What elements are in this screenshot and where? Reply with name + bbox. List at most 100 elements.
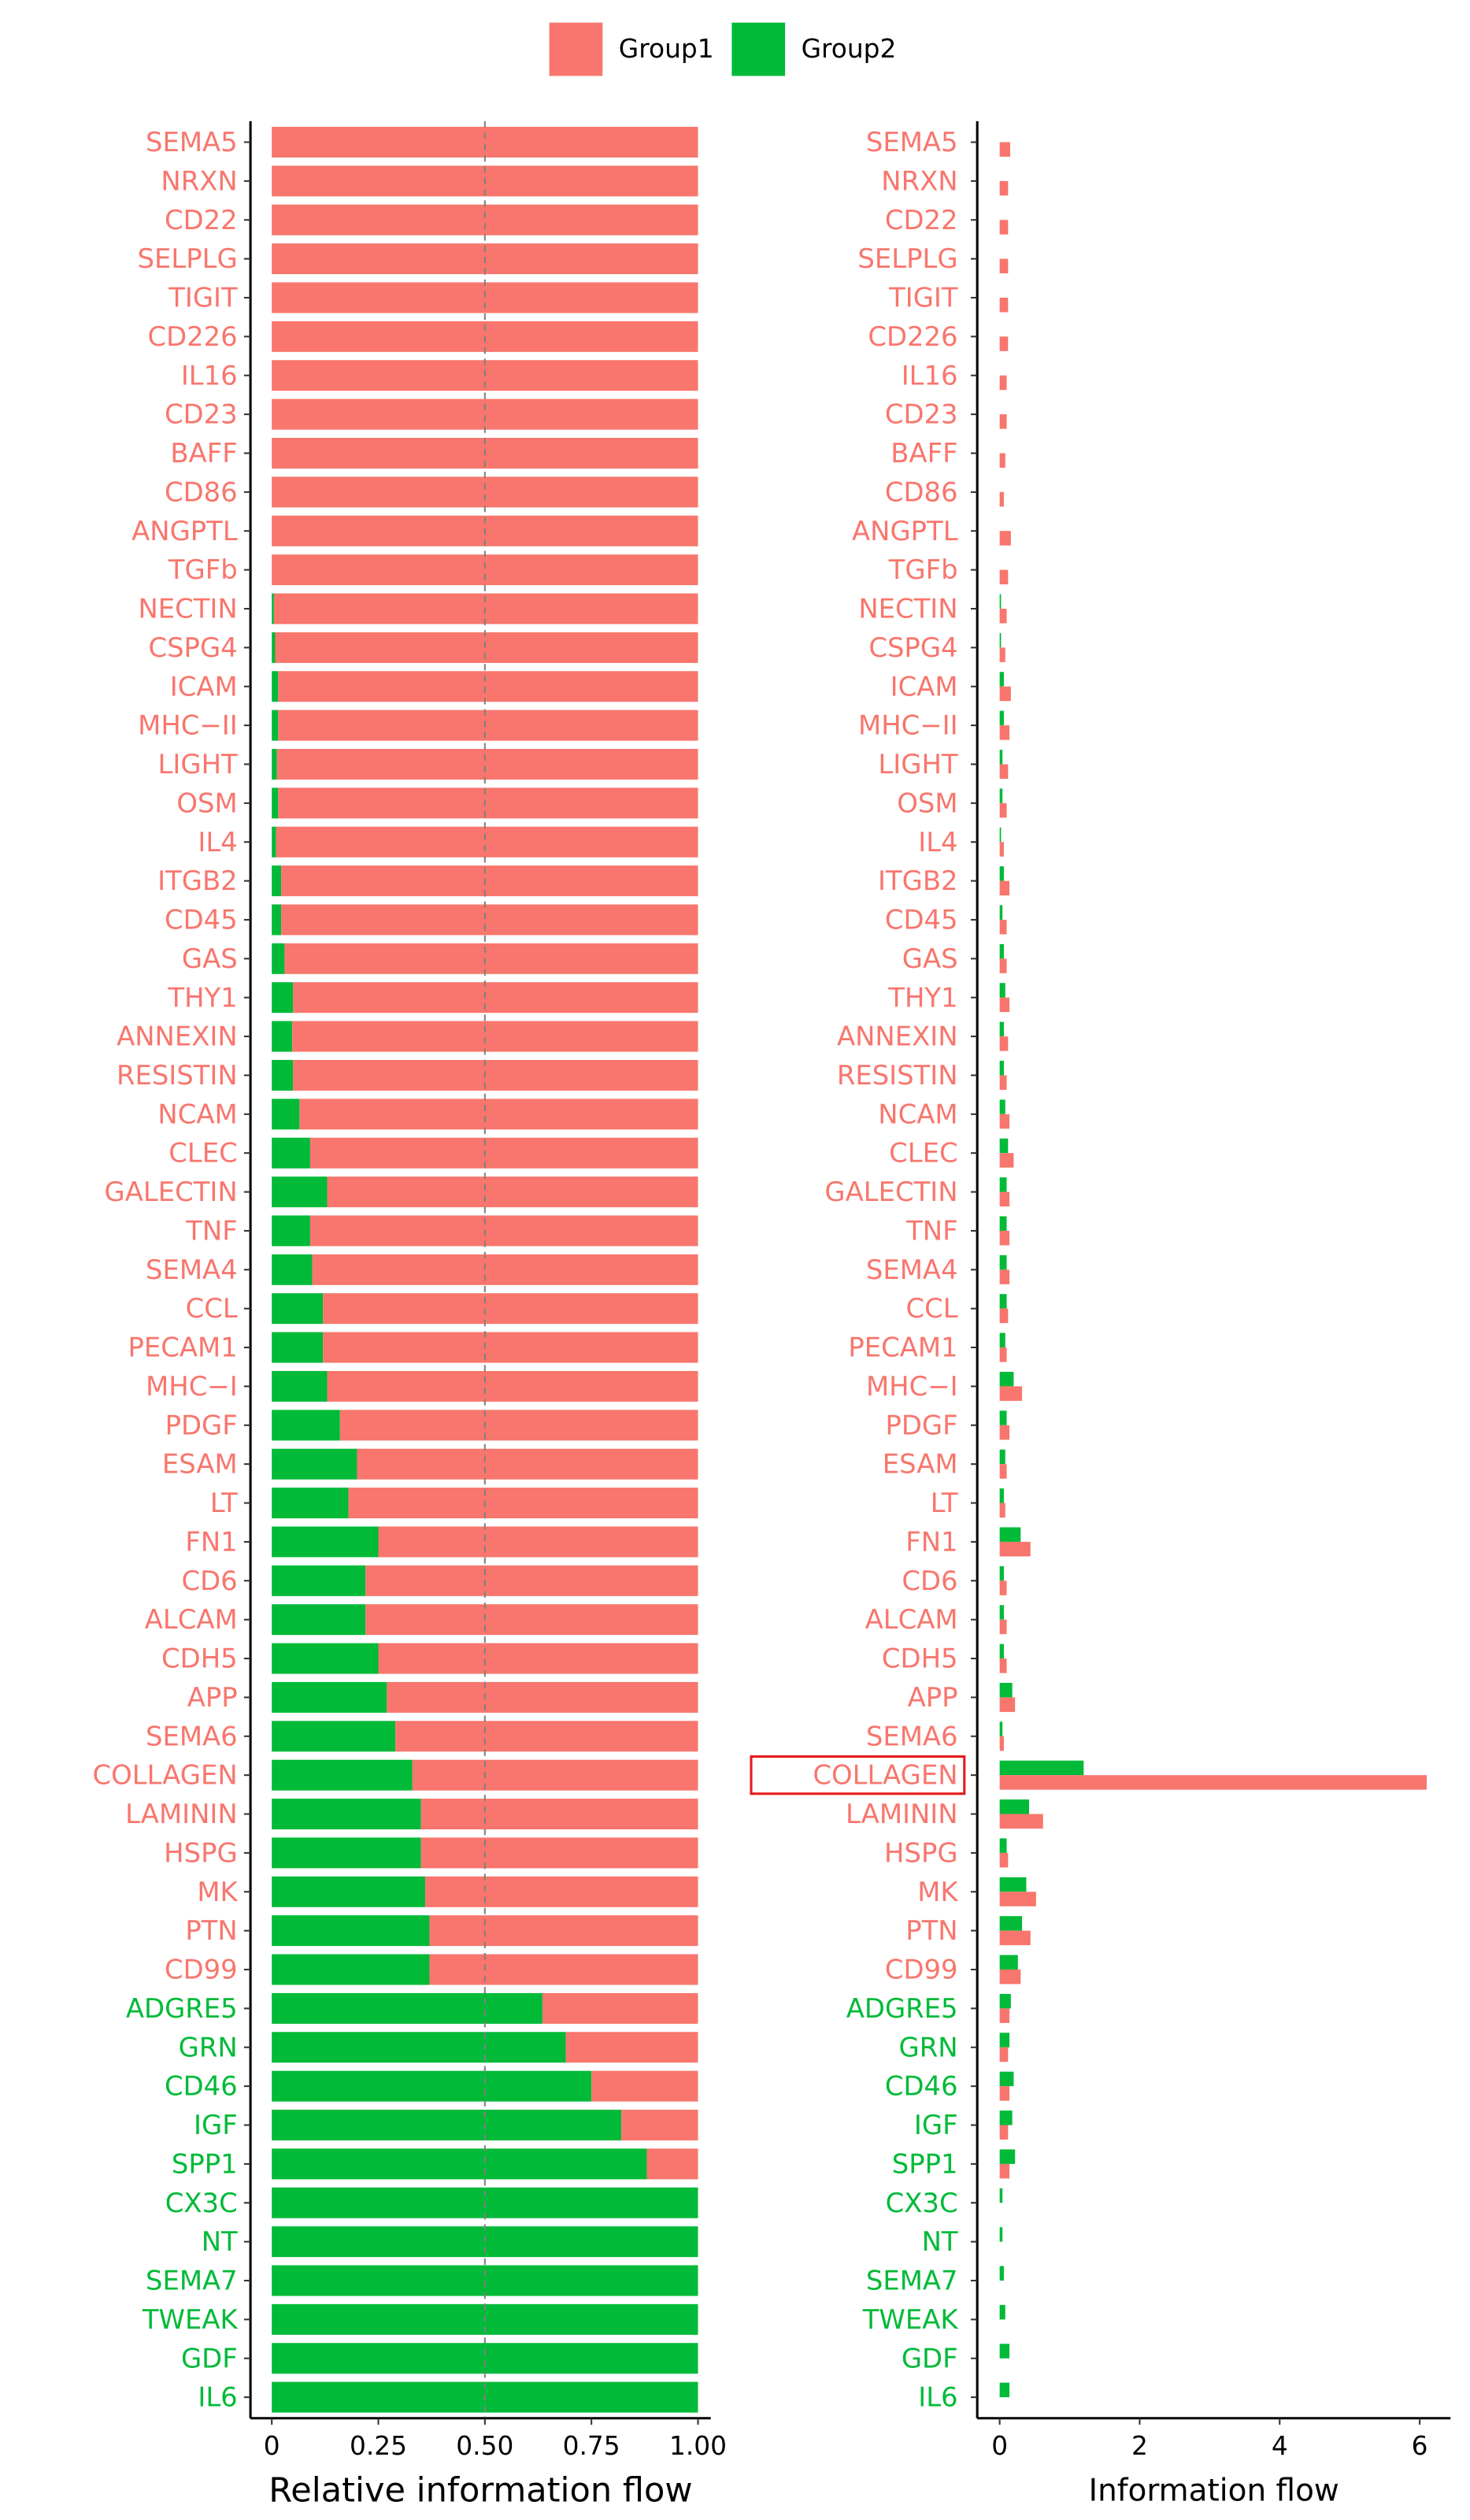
category-label: IL4 bbox=[198, 827, 237, 858]
x-tick-label: 0.25 bbox=[350, 2431, 407, 2461]
bar-segment bbox=[278, 671, 698, 702]
bar-segment bbox=[272, 748, 277, 780]
bar-segment bbox=[272, 1177, 328, 1208]
x-axis-title: Relative information flow bbox=[268, 2471, 692, 2511]
category-label: PTN bbox=[185, 1915, 237, 1946]
category-label: CD22 bbox=[165, 205, 238, 235]
bar bbox=[999, 2149, 1016, 2164]
bar-segment bbox=[272, 2032, 566, 2063]
bar-segment bbox=[378, 1526, 698, 1558]
bar-segment bbox=[272, 1604, 366, 1636]
bar-segment bbox=[272, 2110, 622, 2140]
category-label: TGFb bbox=[168, 554, 238, 585]
bar bbox=[999, 1308, 1009, 1324]
bar bbox=[999, 1566, 1004, 1581]
bar-segment bbox=[275, 632, 698, 663]
bar-segment bbox=[272, 1137, 310, 1169]
category-label: ICAM bbox=[891, 671, 958, 702]
bar-segment bbox=[272, 554, 698, 586]
bar bbox=[999, 1955, 1018, 1970]
bar bbox=[999, 764, 1009, 779]
category-label: MK bbox=[197, 1877, 238, 1907]
bar bbox=[999, 1775, 1427, 1790]
bar-segment bbox=[621, 2110, 698, 2140]
bar bbox=[999, 750, 1003, 765]
bar bbox=[999, 1799, 1029, 1814]
bar bbox=[999, 1488, 1004, 1503]
bar bbox=[999, 1993, 1011, 2009]
bar bbox=[999, 1347, 1007, 1362]
bar-segment bbox=[272, 1370, 328, 1402]
legend-label: Group1 bbox=[619, 34, 714, 64]
bar-segment bbox=[339, 1410, 698, 1441]
bar bbox=[999, 1191, 1010, 1207]
category-label: GRN bbox=[899, 2032, 958, 2062]
bar bbox=[999, 608, 1007, 624]
bar bbox=[999, 2163, 1010, 2179]
bar-segment bbox=[272, 1448, 357, 1480]
bar bbox=[999, 983, 1005, 998]
category-label: TWEAK bbox=[862, 2304, 959, 2335]
category-label: CD99 bbox=[165, 1955, 238, 1985]
bar bbox=[999, 2086, 1010, 2101]
bar-segment bbox=[565, 2032, 698, 2063]
bar bbox=[999, 827, 1002, 843]
bar bbox=[999, 1527, 1021, 1542]
bar-segment bbox=[272, 1254, 313, 1285]
category-label: PDGF bbox=[885, 1410, 957, 1440]
category-label: PDGF bbox=[165, 1410, 238, 1440]
category-label: TIGIT bbox=[168, 283, 238, 313]
bar bbox=[999, 1682, 1013, 1698]
category-label: GAS bbox=[902, 943, 958, 974]
bar-segment bbox=[272, 1721, 396, 1752]
bar bbox=[999, 298, 1009, 313]
bar-segment bbox=[276, 826, 698, 858]
category-label: BAFF bbox=[891, 438, 957, 469]
bar-segment bbox=[272, 2148, 647, 2180]
category-label: COLLAGEN bbox=[813, 1760, 957, 1791]
bar-segment bbox=[281, 904, 698, 936]
bar-segment bbox=[284, 943, 698, 974]
bar bbox=[999, 2071, 1014, 2087]
category-label: GDF bbox=[181, 2343, 238, 2374]
category-label: SEMA6 bbox=[866, 1721, 958, 1751]
category-label: BAFF bbox=[170, 438, 237, 469]
category-label: CD45 bbox=[885, 905, 958, 936]
bar-segment bbox=[272, 1759, 413, 1791]
category-label: NT bbox=[922, 2226, 958, 2257]
bar-segment bbox=[272, 788, 279, 819]
category-label: IL16 bbox=[181, 360, 238, 391]
bar-segment bbox=[425, 1876, 698, 1907]
bar bbox=[999, 1269, 1010, 1284]
category-label: ADGRE5 bbox=[126, 1993, 238, 2024]
bar bbox=[999, 1332, 1005, 1348]
category-label: MK bbox=[917, 1877, 958, 1907]
category-label: GAS bbox=[182, 943, 238, 974]
bar bbox=[999, 943, 1004, 959]
bar bbox=[999, 1605, 1004, 1620]
bar-segment bbox=[272, 1915, 430, 1947]
x-tick-label: 0.50 bbox=[456, 2431, 513, 2461]
category-label: CD23 bbox=[885, 399, 958, 430]
bar-segment bbox=[348, 1488, 698, 1519]
category-label: LT bbox=[931, 1488, 958, 1518]
bar-segment bbox=[272, 632, 276, 663]
bar bbox=[999, 842, 1004, 857]
bar bbox=[999, 632, 1002, 648]
category-label: FN1 bbox=[185, 1526, 237, 1557]
bar bbox=[999, 142, 1010, 157]
bar bbox=[999, 1916, 1023, 1931]
bar-segment bbox=[420, 1799, 698, 1830]
legend-label: Group2 bbox=[802, 34, 897, 64]
category-label: OSM bbox=[176, 788, 237, 818]
bar-segment bbox=[542, 1992, 698, 2024]
bar-segment bbox=[272, 398, 698, 430]
category-label: CD6 bbox=[182, 1566, 238, 1596]
bar-segment bbox=[365, 1565, 698, 1596]
bar bbox=[999, 1230, 1010, 1246]
bar bbox=[999, 1099, 1005, 1114]
category-label: CSPG4 bbox=[148, 632, 237, 663]
bar bbox=[999, 2047, 1009, 2062]
bar bbox=[999, 2110, 1013, 2125]
bar-segment bbox=[272, 865, 282, 897]
